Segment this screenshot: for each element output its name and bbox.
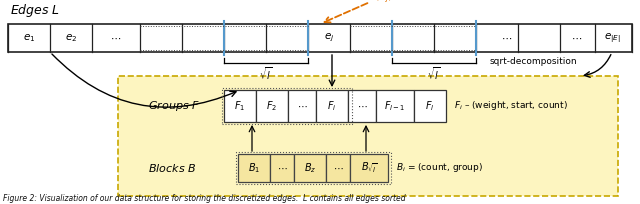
Bar	[238, 154, 270, 182]
Text: $e_j$: $e_j$	[324, 32, 334, 44]
Text: $\sqrt{l}$: $\sqrt{l}$	[428, 65, 440, 82]
Text: sqrt-decomposition: sqrt-decomposition	[490, 57, 578, 65]
Text: Groups $F$: Groups $F$	[148, 99, 200, 113]
Text: $\cdots$: $\cdots$	[501, 33, 513, 43]
Bar	[376, 90, 414, 122]
Text: $F_i$: $F_i$	[327, 99, 337, 113]
Text: Blocks $B$: Blocks $B$	[148, 162, 196, 174]
Text: $\cdots$: $\cdots$	[276, 163, 287, 173]
Bar	[392, 24, 476, 52]
Text: $F_1$: $F_1$	[234, 99, 246, 113]
Bar	[316, 90, 348, 122]
Bar	[350, 154, 388, 182]
Text: $F_i$ – (weight, start, count): $F_i$ – (weight, start, count)	[454, 100, 568, 112]
Bar	[326, 154, 350, 182]
Text: $B_i$ = (count, group): $B_i$ = (count, group)	[396, 162, 483, 174]
Bar	[118, 76, 618, 196]
Text: $e_2$: $e_2$	[65, 32, 77, 44]
Text: $\cdots$: $\cdots$	[356, 101, 367, 111]
Text: $\sqrt{l}$: $\sqrt{l}$	[259, 65, 273, 82]
Text: $F_2$: $F_2$	[266, 99, 278, 113]
Bar	[288, 90, 316, 122]
Text: $B_z$: $B_z$	[304, 161, 316, 175]
Bar	[224, 24, 350, 52]
Bar	[348, 90, 376, 122]
Bar	[308, 24, 350, 52]
Bar	[224, 90, 256, 122]
Text: Figure 2: Visualization of our data structure for storing the discretized edges.: Figure 2: Visualization of our data stru…	[3, 194, 406, 203]
Text: $\cdots$: $\cdots$	[333, 163, 343, 173]
Text: $\cdots$: $\cdots$	[572, 33, 582, 43]
Text: Edges $L$: Edges $L$	[10, 2, 60, 19]
Bar	[256, 90, 288, 122]
Bar	[270, 154, 294, 182]
Text: $\cdots$: $\cdots$	[297, 101, 307, 111]
Bar	[8, 24, 148, 52]
Bar	[414, 90, 446, 122]
Text: $e_{|E|}$: $e_{|E|}$	[604, 31, 620, 45]
Bar	[8, 24, 632, 52]
Text: $F_{l-1}$: $F_{l-1}$	[384, 99, 406, 113]
Text: $\cdots$: $\cdots$	[111, 33, 122, 43]
Text: $B_{\sqrt{l}}$: $B_{\sqrt{l}}$	[361, 161, 377, 175]
Text: $F_l$: $F_l$	[425, 99, 435, 113]
Bar	[236, 152, 391, 184]
Text: $h(e_j)$: $h(e_j)$	[367, 0, 393, 6]
Bar	[294, 154, 326, 182]
Bar	[222, 88, 352, 124]
Text: $B_1$: $B_1$	[248, 161, 260, 175]
Text: $e_1$: $e_1$	[23, 32, 35, 44]
